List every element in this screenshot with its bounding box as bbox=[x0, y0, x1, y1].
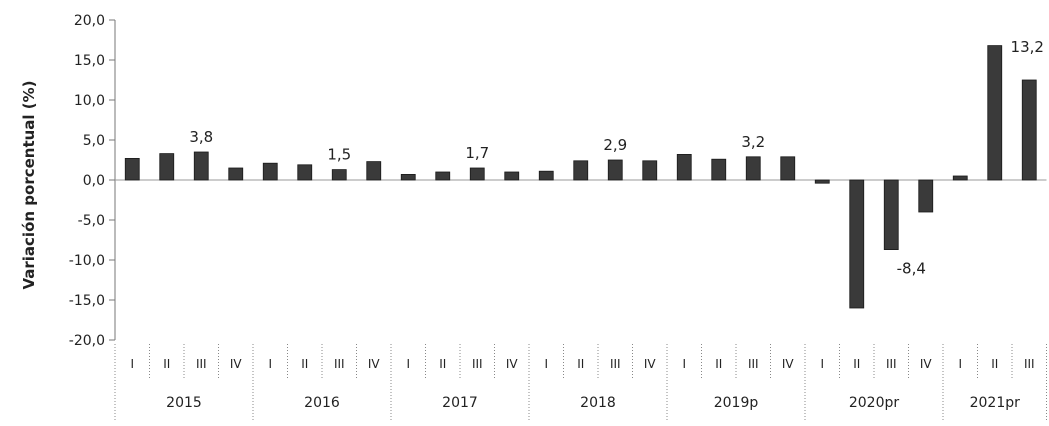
year-label: 2021pr bbox=[970, 395, 1021, 411]
y-axis-title: Variación porcentual (%) bbox=[20, 80, 38, 289]
bar bbox=[745, 156, 761, 181]
bar bbox=[262, 162, 278, 181]
quarter-label: IV bbox=[782, 357, 795, 371]
quarter-label: III bbox=[886, 357, 897, 371]
data-label: 3,8 bbox=[189, 128, 213, 146]
quarter-label: I bbox=[958, 357, 962, 371]
y-tick-label: 10,0 bbox=[74, 93, 105, 109]
y-axis: 20,0 15,0 10,0 5,0 0,0 -5,0 -10,0 -15,0 -20,0 bbox=[69, 13, 1047, 349]
bar bbox=[814, 179, 830, 184]
quarter-label: I bbox=[544, 357, 548, 371]
bar bbox=[642, 160, 658, 181]
bar bbox=[400, 173, 416, 181]
y-tick-label: -5,0 bbox=[78, 213, 105, 229]
bar bbox=[952, 175, 968, 181]
year-label: 2015 bbox=[166, 395, 202, 411]
bar bbox=[159, 153, 175, 181]
quarter-label: IV bbox=[368, 357, 381, 371]
quarter-label: IV bbox=[506, 357, 519, 371]
quarter-label: II bbox=[991, 357, 998, 371]
data-label: 3,2 bbox=[741, 133, 765, 151]
year-label: 2018 bbox=[580, 395, 616, 411]
quarter-label: II bbox=[301, 357, 308, 371]
bar bbox=[469, 167, 485, 181]
bar bbox=[607, 159, 623, 181]
bar bbox=[366, 161, 382, 181]
bar bbox=[504, 171, 520, 181]
bar bbox=[435, 171, 451, 181]
year-label: 2016 bbox=[304, 395, 340, 411]
quarter-label: II bbox=[163, 357, 170, 371]
y-tick-label: -10,0 bbox=[69, 253, 105, 269]
data-label: 2,9 bbox=[603, 136, 627, 154]
quarter-label: III bbox=[334, 357, 345, 371]
quarter-label: I bbox=[682, 357, 686, 371]
y-tick-label: 5,0 bbox=[83, 133, 105, 149]
quarter-label: IV bbox=[644, 357, 657, 371]
bar bbox=[711, 158, 727, 181]
bar bbox=[124, 157, 140, 181]
quarter-label: III bbox=[748, 357, 759, 371]
data-label: 13,2 bbox=[1011, 38, 1044, 56]
year-label: 2017 bbox=[442, 395, 478, 411]
quarter-label: IV bbox=[920, 357, 933, 371]
bar-series bbox=[124, 45, 1037, 309]
quarter-label: II bbox=[439, 357, 446, 371]
data-label: 1,5 bbox=[327, 146, 351, 164]
bar bbox=[918, 179, 934, 213]
quarter-label: II bbox=[853, 357, 860, 371]
year-label: 2020pr bbox=[849, 395, 900, 411]
bar bbox=[987, 45, 1003, 181]
bar bbox=[228, 167, 244, 181]
quarter-label: III bbox=[1024, 357, 1035, 371]
quarter-label: I bbox=[406, 357, 410, 371]
quarter-label: III bbox=[196, 357, 207, 371]
y-tick-label: 0,0 bbox=[83, 173, 105, 189]
data-label: -8,4 bbox=[897, 260, 926, 278]
bar bbox=[883, 179, 899, 250]
quarter-label: I bbox=[130, 357, 134, 371]
bar bbox=[573, 160, 589, 181]
bar bbox=[193, 151, 209, 181]
year-label: 2019p bbox=[714, 395, 759, 411]
quarter-label: I bbox=[268, 357, 272, 371]
y-tick-label: 20,0 bbox=[74, 13, 105, 29]
quarter-label: IV bbox=[230, 357, 243, 371]
quarter-label: II bbox=[715, 357, 722, 371]
bar bbox=[1021, 79, 1037, 181]
data-labels: 3,8 1,5 1,7 2,9 3,2 -8,4 13,2 bbox=[189, 38, 1044, 278]
quarter-label: II bbox=[577, 357, 584, 371]
bar bbox=[849, 179, 865, 309]
bar bbox=[538, 170, 554, 181]
y-tick-label: -15,0 bbox=[69, 293, 105, 309]
quarter-label: I bbox=[820, 357, 824, 371]
bar bbox=[780, 156, 796, 181]
bar bbox=[676, 153, 692, 181]
y-tick-label: 15,0 bbox=[74, 53, 105, 69]
quarter-label: III bbox=[610, 357, 621, 371]
data-label: 1,7 bbox=[465, 144, 489, 162]
bar bbox=[331, 169, 347, 181]
bar bbox=[297, 164, 313, 181]
y-tick-label: -20,0 bbox=[69, 333, 105, 349]
quarter-label: III bbox=[472, 357, 483, 371]
